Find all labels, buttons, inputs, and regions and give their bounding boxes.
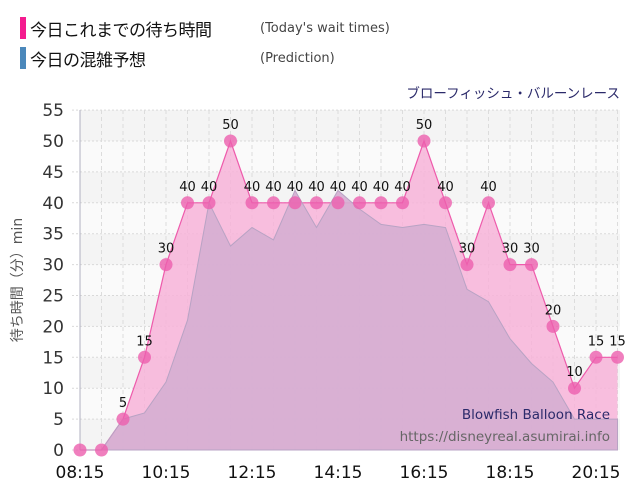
svg-text:10: 10 <box>566 365 583 380</box>
svg-text:40: 40 <box>244 180 261 195</box>
svg-text:40: 40 <box>330 180 347 195</box>
svg-text:0: 0 <box>53 441 64 461</box>
svg-text:15: 15 <box>42 348 64 368</box>
svg-text:50: 50 <box>222 118 239 133</box>
svg-text:40: 40 <box>308 180 325 195</box>
legend-actual-label-jp: 今日これまでの待ち時間 <box>30 20 212 41</box>
svg-text:30: 30 <box>158 242 175 257</box>
data-markers <box>73 134 624 457</box>
svg-text:50: 50 <box>42 132 64 152</box>
y-axis-label: 待ち時間（分）min <box>10 218 26 342</box>
svg-text:30: 30 <box>502 242 519 257</box>
svg-text:40: 40 <box>437 180 454 195</box>
svg-text:15: 15 <box>588 334 605 349</box>
svg-text:15: 15 <box>136 334 153 349</box>
svg-text:40: 40 <box>287 180 304 195</box>
y-axis-ticks: 0 5 10 15 20 25 30 35 40 45 50 55 <box>42 101 64 461</box>
data-labels: 5 15 30 40 40 50 40 40 40 40 40 40 40 40 50 40 30 40 30 30 2… <box>119 118 626 411</box>
svg-text:10:15: 10:15 <box>142 463 191 483</box>
svg-text:30: 30 <box>42 256 64 276</box>
svg-text:45: 45 <box>42 163 64 183</box>
svg-text:18:15: 18:15 <box>486 463 535 483</box>
legend-actual: 今日これまでの待ち時間 <box>20 17 212 41</box>
x-axis-ticks: 08:15 10:15 12:15 14:15 16:15 18:15 20:15 <box>56 463 621 483</box>
svg-text:30: 30 <box>459 242 476 257</box>
legend-actual-label-en: (Today's wait times) <box>260 21 390 36</box>
svg-text:40: 40 <box>201 180 218 195</box>
svg-text:40: 40 <box>373 180 390 195</box>
svg-text:35: 35 <box>42 225 64 245</box>
svg-text:40: 40 <box>394 180 411 195</box>
svg-text:30: 30 <box>523 242 540 257</box>
svg-text:40: 40 <box>42 194 64 214</box>
legend-swatch-prediction <box>20 47 26 69</box>
svg-text:55: 55 <box>42 101 64 121</box>
svg-text:15: 15 <box>609 334 626 349</box>
svg-text:12:15: 12:15 <box>228 463 277 483</box>
ride-title-jp: ブローフィッシュ・バルーンレース <box>406 86 620 102</box>
svg-text:20: 20 <box>42 317 64 337</box>
watermark-url: https://disneyreal.asumirai.info <box>400 429 610 445</box>
svg-text:5: 5 <box>119 396 127 411</box>
watermark-ride-name: Blowfish Balloon Race <box>462 407 610 423</box>
legend-prediction-label-en: (Prediction) <box>260 51 335 66</box>
svg-text:40: 40 <box>351 180 368 195</box>
svg-text:20:15: 20:15 <box>572 463 621 483</box>
svg-text:50: 50 <box>416 118 433 133</box>
svg-text:14:15: 14:15 <box>314 463 363 483</box>
svg-text:40: 40 <box>179 180 196 195</box>
svg-text:5: 5 <box>53 410 64 430</box>
legend-swatch-actual <box>20 17 26 39</box>
svg-text:08:15: 08:15 <box>56 463 105 483</box>
svg-text:20: 20 <box>545 303 562 318</box>
legend-prediction: 今日の混雑予想 <box>20 47 146 71</box>
svg-text:25: 25 <box>42 287 64 307</box>
svg-text:40: 40 <box>480 180 497 195</box>
legend-prediction-label-jp: 今日の混雑予想 <box>30 50 146 71</box>
svg-text:10: 10 <box>42 379 64 399</box>
svg-text:16:15: 16:15 <box>400 463 449 483</box>
svg-text:40: 40 <box>265 180 282 195</box>
